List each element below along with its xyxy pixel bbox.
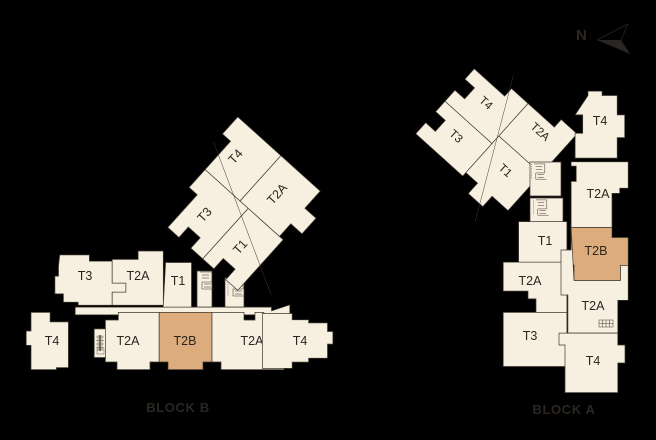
svg-text:T2A: T2A bbox=[582, 299, 606, 313]
svg-text:BLOCK B: BLOCK B bbox=[146, 400, 209, 415]
svg-text:T4: T4 bbox=[293, 334, 308, 348]
svg-text:BLOCK A: BLOCK A bbox=[533, 402, 596, 417]
svg-text:T2B: T2B bbox=[585, 244, 608, 258]
svg-text:T1: T1 bbox=[538, 234, 553, 248]
svg-text:T1: T1 bbox=[171, 274, 186, 288]
svg-text:T4: T4 bbox=[586, 354, 601, 368]
svg-text:T2A: T2A bbox=[241, 334, 265, 348]
svg-text:T2A: T2A bbox=[127, 269, 151, 283]
svg-text:T2B: T2B bbox=[174, 334, 197, 348]
svg-text:N: N bbox=[576, 27, 587, 44]
svg-text:T2A: T2A bbox=[117, 334, 141, 348]
svg-text:T4: T4 bbox=[45, 334, 60, 348]
svg-text:T2A: T2A bbox=[587, 187, 611, 201]
svg-text:T3: T3 bbox=[78, 269, 93, 283]
svg-text:T3: T3 bbox=[523, 329, 538, 343]
svg-text:T4: T4 bbox=[593, 114, 608, 128]
svg-text:T2A: T2A bbox=[519, 274, 543, 288]
